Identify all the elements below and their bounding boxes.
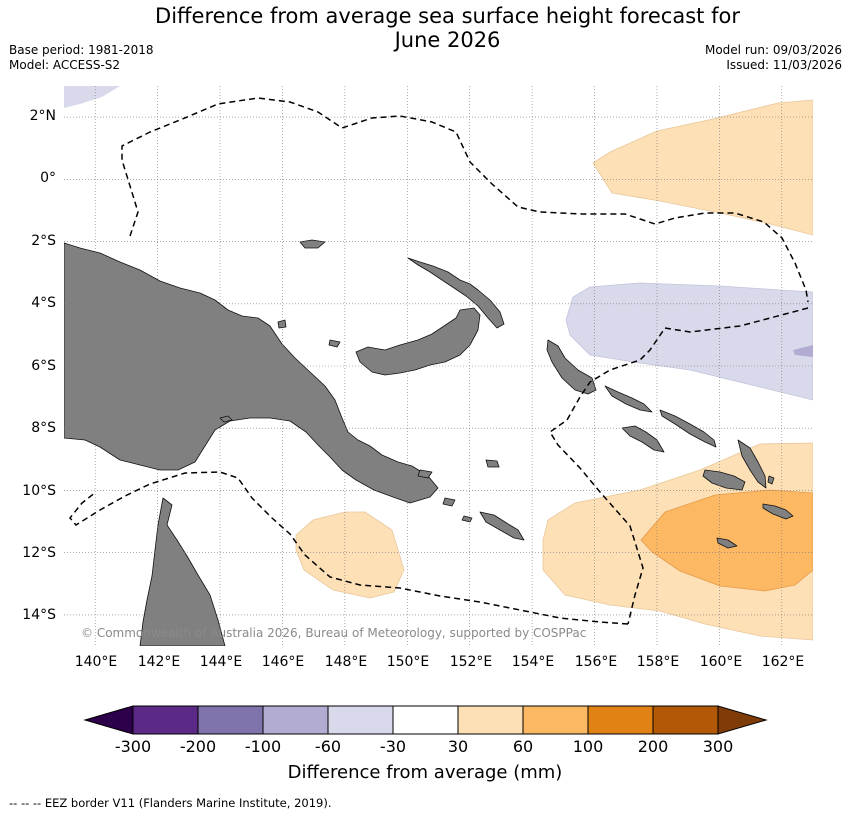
- issued-date: Issued: 11/03/2026: [726, 58, 842, 72]
- cb-tick-60: 60: [512, 737, 534, 756]
- cb-tick-30: 30: [447, 737, 469, 756]
- colorbar: [83, 705, 768, 735]
- new-ireland-land: [407, 257, 505, 329]
- cb-tick-neg200: -200: [179, 737, 217, 756]
- lat-label-0: 0°: [40, 170, 56, 186]
- colorbar-segment: [457, 705, 524, 735]
- eez-footnote: -- -- -- EEZ border V11 (Flanders Marine…: [9, 796, 332, 810]
- lon-label-160e: 160°E: [699, 654, 743, 670]
- lon-label-156e: 156°E: [574, 654, 618, 670]
- colorbar-segment: [522, 705, 589, 735]
- lon-label-142e: 142°E: [137, 654, 181, 670]
- solomons-islet-2: [767, 475, 775, 485]
- lon-label-150e: 150°E: [386, 654, 430, 670]
- lon-label-152e: 152°E: [449, 654, 493, 670]
- eez-borders: [69, 97, 809, 625]
- anomaly-fields: [64, 86, 813, 641]
- lat-label-4s: 4°S: [31, 295, 56, 311]
- lon-label-162e: 162°E: [761, 654, 805, 670]
- cb-tick-neg30: -30: [379, 737, 407, 756]
- colorbar-segment: [392, 705, 459, 735]
- title-line-2: June 2026: [394, 28, 501, 52]
- torres-islet: [219, 415, 233, 423]
- meta-left: Base period: 1981-2018 Model: ACCESS-S2: [9, 43, 154, 73]
- lat-label-8s: 8°S: [31, 420, 56, 436]
- lat-label-2s: 2°S: [31, 233, 56, 249]
- colorbar-segment: [262, 705, 329, 735]
- anomaly-pos30-north-east: [592, 99, 813, 236]
- eez-border-png: [121, 97, 809, 303]
- trobriand-island: [417, 469, 433, 479]
- cb-tick-300: 300: [702, 737, 734, 756]
- manus-land: [299, 239, 326, 249]
- meta-right: Model run: 09/03/2026 Issued: 11/03/2026: [705, 43, 842, 73]
- base-period: Base period: 1981-2018: [9, 43, 154, 57]
- makira-land: [762, 503, 794, 520]
- eez-border-png-south: [548, 307, 809, 625]
- eez-border-coral-sea: [69, 471, 629, 625]
- colorbar-segment: [587, 705, 654, 735]
- lat-label-12s: 12°S: [22, 545, 56, 561]
- lon-label-158e: 158°E: [636, 654, 680, 670]
- anomaly-pos30-south-west: [295, 511, 405, 599]
- lat-label-14s: 14°S: [22, 607, 56, 623]
- colorbar-extend-high: [717, 705, 768, 735]
- colorbar-segment: [652, 705, 719, 735]
- dentrecasteaux-island: [479, 511, 525, 541]
- choiseul-land: [604, 385, 653, 413]
- cb-tick-neg300: -300: [114, 737, 152, 756]
- lat-label-6s: 6°S: [31, 358, 56, 374]
- malaita-land: [737, 439, 767, 489]
- anomaly-neg60-east: [793, 345, 813, 357]
- anomaly-neg30-east: [565, 282, 813, 401]
- cb-tick-neg100: -100: [244, 737, 282, 756]
- colorbar-segment: [327, 705, 394, 735]
- rossel-island: [442, 497, 456, 507]
- lon-label-144e: 144°E: [199, 654, 243, 670]
- bismarck-islet-1: [277, 319, 287, 329]
- cape-york-land: [139, 497, 226, 646]
- new-georgia-land: [621, 425, 665, 453]
- lat-label-2n: 2°N: [29, 108, 56, 124]
- solomons-islet-1: [716, 537, 738, 549]
- bismarck-islet-2: [328, 339, 341, 348]
- colorbar-segment: [132, 705, 199, 735]
- copyright-notice: © Commonwealth of Australia 2026, Bureau…: [81, 626, 587, 640]
- anomaly-neg30-north-west: [64, 86, 120, 108]
- colorbar-label: Difference from average (mm): [287, 762, 563, 783]
- map-gridlines: [64, 86, 813, 646]
- lon-label-146e: 146°E: [261, 654, 305, 670]
- colorbar-segment: [197, 705, 264, 735]
- lat-label-10s: 10°S: [22, 483, 56, 499]
- cb-tick-200: 200: [637, 737, 669, 756]
- lon-label-148e: 148°E: [324, 654, 368, 670]
- colorbar-extend-low: [83, 705, 134, 735]
- cb-tick-neg60: -60: [314, 737, 342, 756]
- map-title: Difference from average sea surface heig…: [0, 4, 850, 52]
- cb-tick-100: 100: [572, 737, 604, 756]
- model-run: Model run: 09/03/2026: [704, 43, 842, 57]
- lon-label-140e: 140°E: [74, 654, 118, 670]
- lon-label-154e: 154°E: [511, 654, 555, 670]
- bougainville-land: [546, 339, 597, 395]
- title-line-1: Difference from average sea surface heig…: [155, 4, 740, 28]
- louisiade-islet: [461, 515, 473, 523]
- woodlark-island: [485, 459, 500, 468]
- model-name: Model: ACCESS-S2: [9, 58, 121, 72]
- colorbar-segments: [132, 705, 719, 735]
- new-britain-land: [355, 307, 481, 376]
- guadalcanal-land: [702, 469, 746, 491]
